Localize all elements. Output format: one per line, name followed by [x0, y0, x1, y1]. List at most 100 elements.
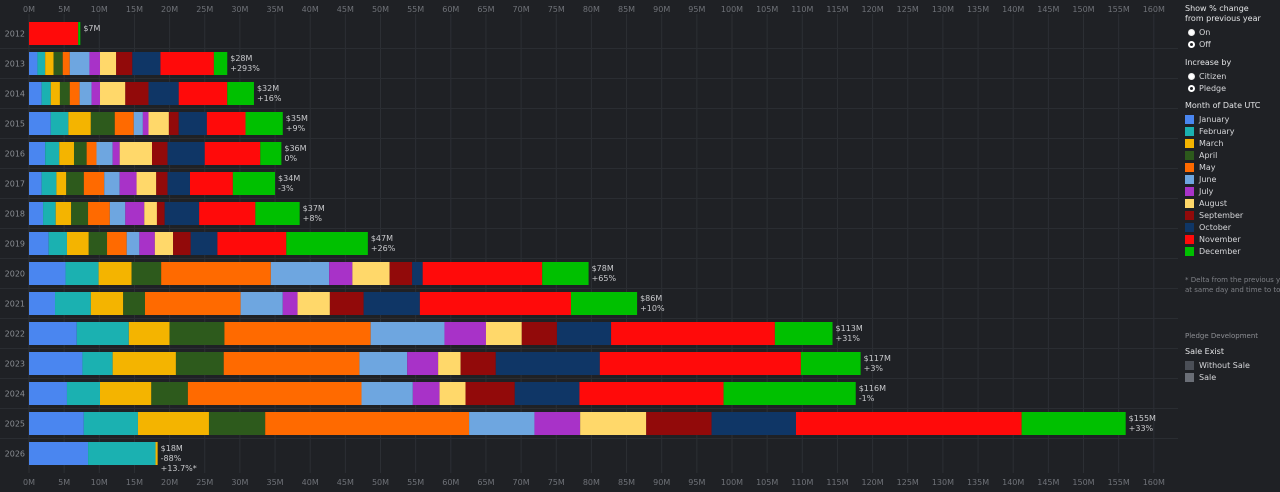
legend-swatch-may: [1185, 162, 1194, 172]
bar-segment-december: [774, 322, 833, 345]
bar-segment-may: [107, 232, 127, 255]
legend-item-december[interactable]: December: [1185, 245, 1260, 257]
legend-item-sale[interactable]: Sale: [1185, 371, 1250, 383]
total-label: $155M: [1129, 414, 1156, 423]
bar-segment-july: [329, 262, 353, 285]
bar-segment-june: [469, 412, 535, 435]
x-tick-label-top: 95M: [688, 5, 705, 14]
legend-item-june[interactable]: June: [1185, 173, 1260, 185]
radio-off-label: Off: [1199, 39, 1211, 49]
radio-pledge-button[interactable]: [1188, 84, 1195, 92]
bar-segment-january: [29, 262, 66, 285]
bar-segment-december: [78, 22, 81, 45]
bar-segment-november: [579, 382, 724, 405]
bar-segment-july: [119, 172, 137, 195]
legend-item-february[interactable]: February: [1185, 125, 1260, 137]
bar-segment-july: [112, 142, 120, 165]
legend-swatch-april: [1185, 150, 1194, 160]
bar-segment-august: [144, 202, 157, 225]
bar-segment-august: [297, 292, 330, 315]
bar-segment-august: [438, 352, 461, 375]
x-tick-label-top: 160M: [1143, 5, 1165, 14]
legend-swatch-january: [1185, 114, 1194, 124]
total-label: $86M: [640, 294, 662, 303]
total-label: $34M: [278, 174, 300, 183]
bar-segment-january: [29, 172, 42, 195]
without-sale-label: Without Sale: [1199, 360, 1250, 370]
legend-item-march[interactable]: March: [1185, 137, 1260, 149]
legend-item-october[interactable]: October: [1185, 221, 1260, 233]
bar-segment-may: [223, 352, 360, 375]
bar-segment-march: [137, 412, 209, 435]
bar-segment-may: [144, 292, 241, 315]
bar-segment-october: [556, 322, 612, 345]
x-tick-label-bottom: 110M: [791, 478, 813, 487]
legend-item-august[interactable]: August: [1185, 197, 1260, 209]
bar-segment-december: [232, 172, 276, 195]
radio-citizen-button[interactable]: [1188, 72, 1195, 80]
radio-citizen[interactable]: Citizen: [1185, 70, 1231, 82]
x-tick-label-bottom: 145M: [1037, 478, 1059, 487]
month-legend: Month of Date UTC January February March Ap…: [1185, 101, 1260, 257]
x-tick-label-top: 135M: [967, 5, 989, 14]
change-label: +65%: [592, 274, 617, 283]
bar-segment-october: [132, 52, 161, 75]
legend-label-january: January: [1199, 114, 1230, 124]
bar-segment-december: [286, 232, 368, 255]
x-tick-label-top: 155M: [1108, 5, 1130, 14]
bar-segment-october: [164, 202, 200, 225]
radio-on[interactable]: On: [1185, 26, 1265, 38]
x-tick-label-top: 35M: [267, 5, 284, 14]
x-tick-label-bottom: 35M: [267, 478, 284, 487]
x-tick-label-bottom: 0M: [23, 478, 35, 487]
bar-segment-march: [56, 172, 67, 195]
legend-item-january[interactable]: January: [1185, 113, 1260, 125]
radio-off[interactable]: Off: [1185, 38, 1265, 50]
total-label: $113M: [836, 324, 863, 333]
change-label: +293%: [230, 64, 260, 73]
x-tick-label-bottom: 40M: [302, 478, 319, 487]
bar-segment-january: [29, 292, 56, 315]
change-label: -3%: [278, 184, 294, 193]
legend-item-september[interactable]: September: [1185, 209, 1260, 221]
bar-segment-february: [41, 82, 51, 105]
bar-segment-june: [79, 82, 92, 105]
legend-item-april[interactable]: April: [1185, 149, 1260, 161]
x-tick-label-bottom: 105M: [756, 478, 778, 487]
bar-segment-june: [270, 262, 330, 285]
bar-segment-september: [460, 352, 496, 375]
change-label: +10%: [640, 304, 665, 313]
bar-segment-february: [48, 232, 67, 255]
bar-segment-december: [227, 82, 254, 105]
bar-segment-march: [98, 262, 132, 285]
legend-item-without-sale[interactable]: Without Sale: [1185, 359, 1250, 371]
radio-on-button[interactable]: [1188, 28, 1195, 36]
bar-segment-june: [126, 232, 140, 255]
bar-segment-march: [90, 292, 124, 315]
bar-segment-september: [156, 202, 165, 225]
legend-item-july[interactable]: July: [1185, 185, 1260, 197]
bar-segment-april: [175, 352, 224, 375]
legend-item-may[interactable]: May: [1185, 161, 1260, 173]
bar-segment-april: [208, 412, 266, 435]
x-tick-label-top: 130M: [932, 5, 954, 14]
legend-item-november[interactable]: November: [1185, 233, 1260, 245]
bar-segment-october: [711, 412, 796, 435]
x-tick-label-bottom: 85M: [618, 478, 635, 487]
x-tick-label-bottom: 90M: [653, 478, 670, 487]
change-label: +31%: [836, 334, 861, 343]
bar-segment-september: [329, 292, 364, 315]
bar-segment-october: [167, 142, 205, 165]
x-tick-label-bottom: 150M: [1072, 478, 1094, 487]
bar-segment-september: [116, 52, 133, 75]
total-label: $36M: [284, 144, 306, 153]
radio-pledge[interactable]: Pledge: [1185, 82, 1231, 94]
bar-segment-june: [69, 52, 90, 75]
x-tick-label-top: 25M: [196, 5, 213, 14]
total-label: $47M: [371, 234, 393, 243]
bar-segment-july: [282, 292, 298, 315]
bar-segment-july: [125, 202, 145, 225]
x-tick-label-top: 70M: [513, 5, 530, 14]
radio-off-button[interactable]: [1188, 40, 1195, 48]
legend-label-september: September: [1199, 210, 1244, 220]
